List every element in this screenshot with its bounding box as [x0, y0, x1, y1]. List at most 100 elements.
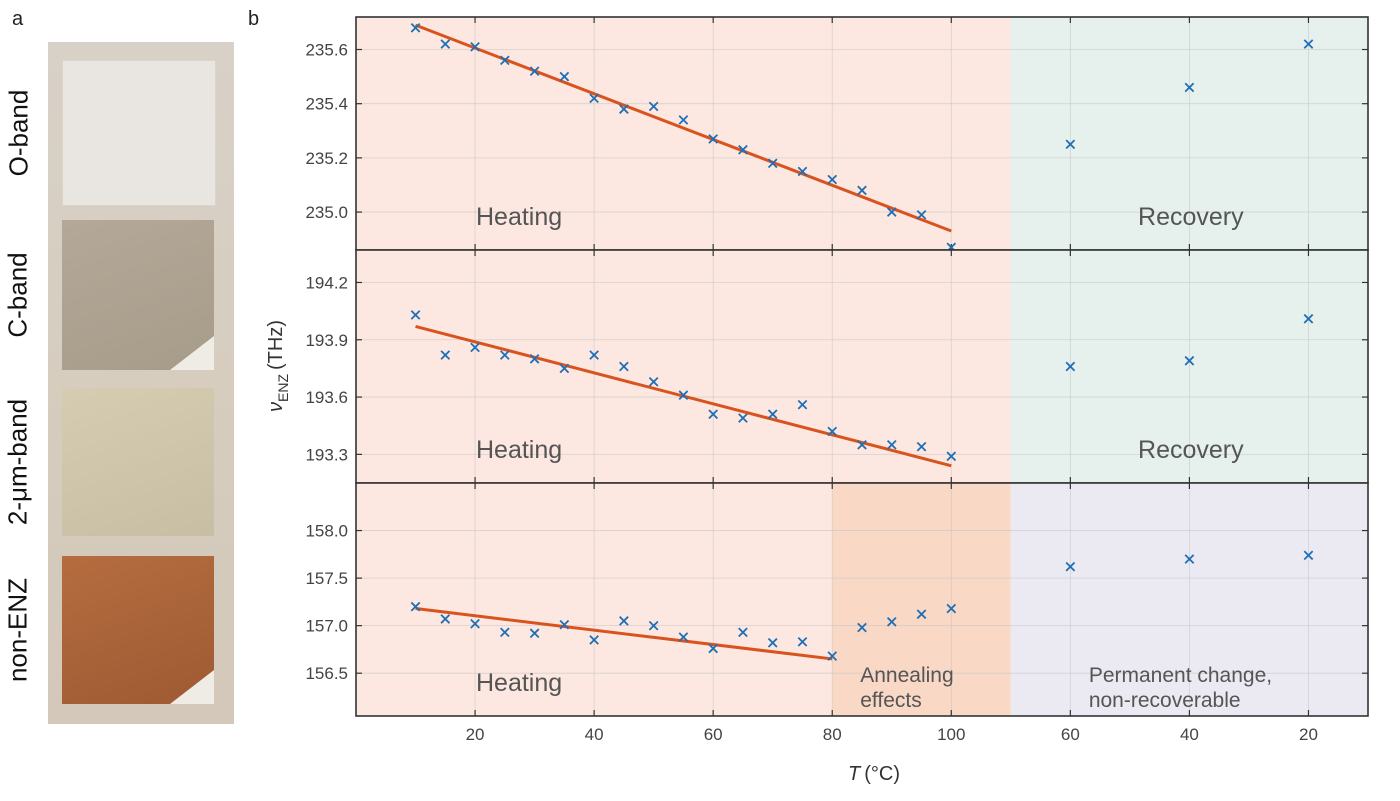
heating-point [708, 409, 719, 420]
region-label-1: Heating [476, 203, 562, 231]
marker-stroke [1184, 355, 1195, 366]
heating-point [678, 115, 689, 125]
heating-point [648, 376, 659, 387]
heating-point [886, 207, 897, 217]
marker-stroke [767, 409, 778, 420]
heating-point [767, 409, 778, 420]
marker-stroke [589, 350, 599, 360]
marker-stroke [499, 627, 510, 638]
marker-stroke [1303, 550, 1314, 561]
heating-point [767, 158, 778, 169]
y-tick-label: 158.0 [305, 522, 348, 541]
heating-point [499, 55, 510, 66]
marker-stroke [529, 66, 540, 77]
y-axis-label: νENZ(THz) [265, 320, 291, 412]
heating-point [767, 637, 778, 648]
marker-stroke [678, 632, 689, 642]
marker-stroke [470, 342, 480, 353]
marker-stroke [886, 439, 897, 450]
sample-photo: O-band C-band 2-μm-band non-ENZ [3, 42, 234, 724]
region-bg-1 [356, 250, 1011, 483]
marker-stroke [738, 413, 748, 423]
heating-point [916, 441, 927, 452]
marker-stroke [738, 144, 748, 155]
region-label-3: Permanent change, non-recoverable [1089, 664, 1272, 712]
heating-point [946, 451, 957, 462]
marker-stroke [1303, 39, 1314, 49]
y-tick-label: 157.5 [305, 569, 348, 588]
marker-stroke [886, 617, 897, 627]
heating-point [708, 643, 719, 654]
marker-stroke [1303, 313, 1314, 324]
heating-point [738, 413, 748, 423]
recovery-point [1303, 313, 1314, 324]
heating-point [797, 166, 808, 177]
heating-point [499, 627, 510, 638]
sample-chip-corner [170, 336, 214, 370]
marker-stroke [678, 115, 689, 125]
heating-point [559, 619, 570, 630]
heating-point [708, 134, 719, 144]
recovery-point [1065, 361, 1076, 372]
heating-point [589, 93, 599, 104]
heating-point [946, 603, 957, 614]
sample-c-band: C-band [3, 220, 214, 370]
heating-point [857, 439, 867, 450]
heating-point [797, 399, 808, 410]
marker-stroke [589, 93, 599, 104]
marker-stroke [886, 207, 897, 217]
marker-stroke [559, 619, 570, 630]
marker-stroke [440, 614, 451, 624]
heating-point [678, 632, 689, 642]
heating-point [410, 601, 421, 612]
y-tick-label: 193.9 [305, 331, 348, 350]
marker-stroke [1065, 561, 1076, 572]
heating-point [470, 41, 480, 52]
marker-stroke [440, 39, 451, 49]
x-tick-label: 20 [1299, 725, 1318, 744]
heating-point [559, 363, 570, 374]
marker-stroke [827, 651, 838, 661]
y-tick-label: 235.4 [305, 95, 348, 114]
marker-stroke [529, 354, 540, 364]
marker-stroke [857, 622, 867, 633]
marker-stroke [499, 350, 510, 360]
marker-stroke [499, 55, 510, 66]
marker-stroke [589, 635, 599, 645]
panel-2: Heating Recovery 193.3 193.6 193.9 194.2 [305, 249, 1369, 484]
marker-stroke [1184, 82, 1195, 93]
region-label-2: Recovery [1138, 436, 1244, 464]
fit-line [415, 607, 833, 661]
x-tick-label: 100 [937, 725, 965, 744]
recovery-point [1303, 550, 1314, 561]
y-tick-label: 235.2 [305, 149, 348, 168]
heating-point [916, 609, 927, 620]
heating-point [410, 23, 421, 33]
marker-stroke [857, 439, 867, 450]
heating-point [619, 361, 629, 372]
region-bg-2 [832, 483, 1011, 716]
marker-stroke [440, 350, 451, 360]
recovery-point [1303, 39, 1314, 49]
marker-stroke [678, 390, 689, 400]
marker-stroke [410, 601, 421, 612]
x-tick-label: 60 [704, 725, 723, 744]
sample-chip-corner [170, 670, 214, 704]
heating-point [827, 174, 838, 185]
marker-stroke [827, 426, 838, 437]
heating-point [827, 426, 838, 437]
sample-non-enz: non-ENZ [3, 556, 214, 704]
marker-stroke [619, 616, 629, 626]
x-tick-label: 40 [1180, 725, 1199, 744]
marker-stroke [916, 609, 927, 620]
region-label-2: Recovery [1138, 203, 1244, 231]
marker-stroke [410, 23, 421, 33]
heating-point [738, 144, 748, 155]
recovery-point [1184, 82, 1195, 93]
marker-stroke [797, 166, 808, 177]
marker-stroke [470, 618, 480, 629]
x-axis: 20 40 60 80 100 60 40 20 [466, 725, 1318, 744]
marker-stroke [916, 441, 927, 452]
marker-stroke [916, 209, 927, 220]
marker-stroke [529, 628, 540, 639]
